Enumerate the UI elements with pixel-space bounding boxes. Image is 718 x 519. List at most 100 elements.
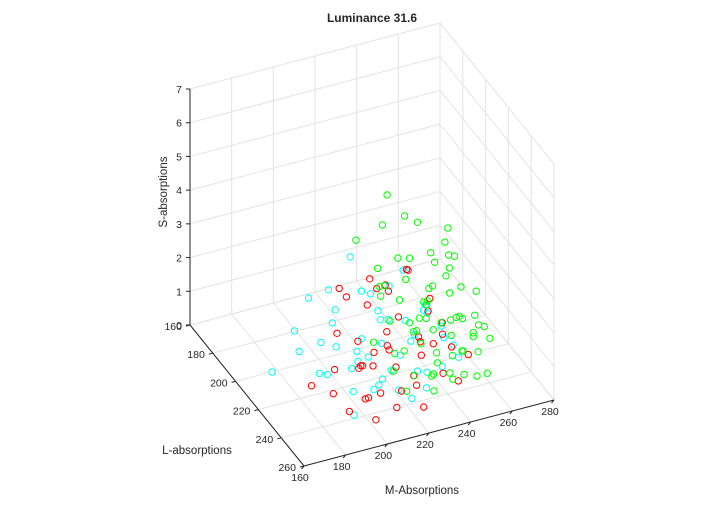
data-point: [386, 317, 394, 325]
data-point: [384, 287, 393, 295]
z-tick-label: 1: [176, 286, 182, 298]
data-point: [412, 381, 421, 389]
data-point: [317, 338, 325, 347]
wall-grid-line: [189, 191, 441, 259]
data-point: [369, 362, 377, 370]
data-point: [432, 349, 441, 357]
data-point: [483, 369, 491, 377]
data-point: [323, 370, 331, 379]
data-point: [417, 339, 425, 348]
data-point: [347, 364, 356, 373]
data-point: [428, 282, 437, 290]
data-point: [429, 326, 437, 334]
data-point: [420, 403, 428, 411]
y-tick-mark: [277, 437, 282, 440]
z-axis-label: S-absorptions: [158, 156, 170, 227]
data-point: [380, 281, 389, 290]
data-point: [444, 251, 453, 259]
data-point: [471, 311, 479, 319]
y-tick-label: 160: [164, 321, 182, 333]
data-point: [402, 387, 411, 395]
data-point: [393, 403, 401, 412]
x-tick-label: 260: [500, 417, 518, 429]
data-point: [383, 191, 391, 199]
x-tick-label: 240: [458, 428, 476, 440]
data-point: [437, 322, 445, 330]
x-tick-label: 160: [291, 472, 309, 484]
y-axis-line: [189, 324, 305, 467]
data-point: [423, 297, 431, 305]
floor-grid-line: [212, 286, 463, 354]
data-point: [439, 369, 447, 377]
data-point: [413, 218, 422, 227]
data-point: [433, 359, 442, 367]
data-point: [409, 328, 418, 336]
data-point: [345, 407, 354, 416]
data-point: [366, 290, 375, 298]
wall-grid-line: [189, 224, 441, 292]
y-tick-label: 220: [233, 406, 251, 418]
data-point: [426, 294, 434, 303]
data-point: [413, 327, 421, 335]
data-point: [438, 362, 446, 371]
floor-grid-line: [281, 371, 532, 439]
data-point: [324, 286, 333, 294]
data-point: [417, 351, 425, 359]
data-point: [413, 367, 422, 375]
data-point: [425, 284, 433, 293]
y-axis-label: L-absorptions: [162, 445, 232, 457]
data-point: [335, 284, 343, 293]
data-point: [304, 294, 313, 302]
wall-grid-line: [189, 123, 441, 191]
data-point: [363, 301, 371, 309]
wall-grid-line: [439, 258, 555, 401]
data-point: [441, 238, 449, 246]
x-axis-label: M-Absorptions: [385, 485, 459, 497]
axes-grid: [189, 22, 555, 467]
x-tick-label: 180: [333, 461, 351, 473]
data-point: [376, 316, 384, 324]
data-point: [452, 313, 460, 322]
data-point: [383, 328, 391, 336]
y-tick-label: 200: [210, 377, 228, 389]
wall-grid-line: [189, 22, 441, 90]
y-tick-mark: [254, 409, 259, 412]
chart-title: Luminance 31.6: [327, 11, 417, 25]
data-point: [385, 346, 393, 354]
data-point: [473, 372, 481, 380]
data-point: [370, 385, 378, 394]
floor-grid-line: [258, 343, 509, 411]
x-tick-mark: [551, 399, 555, 404]
data-point: [402, 275, 410, 284]
data-point: [268, 368, 276, 376]
data-point: [350, 411, 358, 419]
data-point: [332, 343, 340, 351]
data-point: [352, 236, 360, 244]
data-point: [405, 319, 414, 327]
data-point: [469, 329, 477, 337]
data-point: [330, 365, 339, 374]
data-point: [486, 334, 494, 343]
z-tick-label: 2: [176, 253, 182, 265]
data-point: [374, 307, 382, 315]
data-point: [329, 390, 337, 398]
data-point: [423, 368, 431, 376]
data-point: [364, 353, 372, 361]
data-point: [437, 319, 445, 327]
data-point: [383, 342, 391, 350]
data-point: [366, 275, 374, 283]
wall-grid-line: [189, 56, 441, 124]
data-point: [376, 389, 385, 397]
wall-grid-line: [439, 191, 555, 333]
data-point: [430, 387, 438, 395]
data-point: [370, 348, 378, 357]
z-tick-label: 3: [176, 219, 182, 231]
data-point: [450, 252, 459, 260]
wall-grid-line: [189, 157, 441, 225]
data-point: [438, 330, 447, 338]
data-point: [354, 337, 362, 345]
data-point: [385, 282, 393, 290]
wall-grid-line: [439, 56, 555, 199]
data-point: [391, 349, 399, 358]
